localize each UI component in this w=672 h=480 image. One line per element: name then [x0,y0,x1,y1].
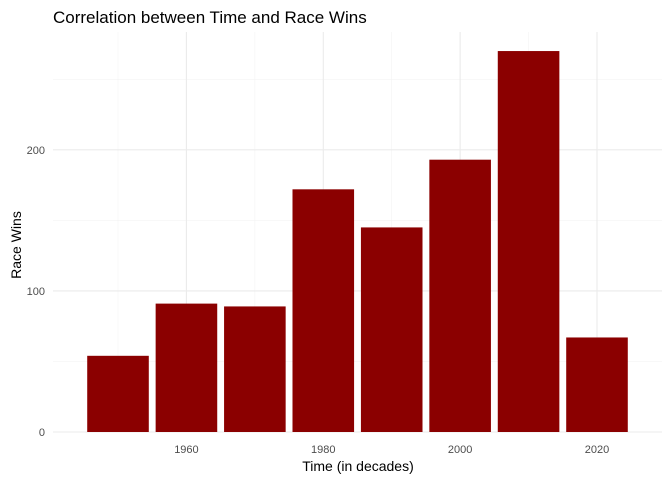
bars [87,51,628,433]
x-tick-label: 2020 [585,444,609,456]
grid-lines [53,32,662,433]
x-tick-label: 1960 [174,444,198,456]
bar-1960 [155,303,218,432]
bar-1980 [292,189,355,432]
y-tick-label: 200 [27,145,45,157]
y-axis-title: Race Wins [8,211,24,279]
x-tick-label: 2000 [448,444,472,456]
bar-1970 [224,306,286,432]
bar-1950 [87,355,149,432]
bar-2000 [429,159,491,433]
chart-title: Correlation between Time and Race Wins [53,8,367,27]
x-axis-title: Time (in decades) [302,458,414,474]
y-axis-ticks: 0 100 200 [27,145,45,439]
x-axis-ticks: 1960 1980 2000 2020 [174,444,609,456]
y-tick-label: 100 [27,286,45,298]
bar-2020 [566,337,628,432]
y-tick-label: 0 [39,427,45,439]
x-tick-label: 1980 [311,444,335,456]
bar-2010 [497,51,560,433]
bar-1990 [360,227,423,432]
